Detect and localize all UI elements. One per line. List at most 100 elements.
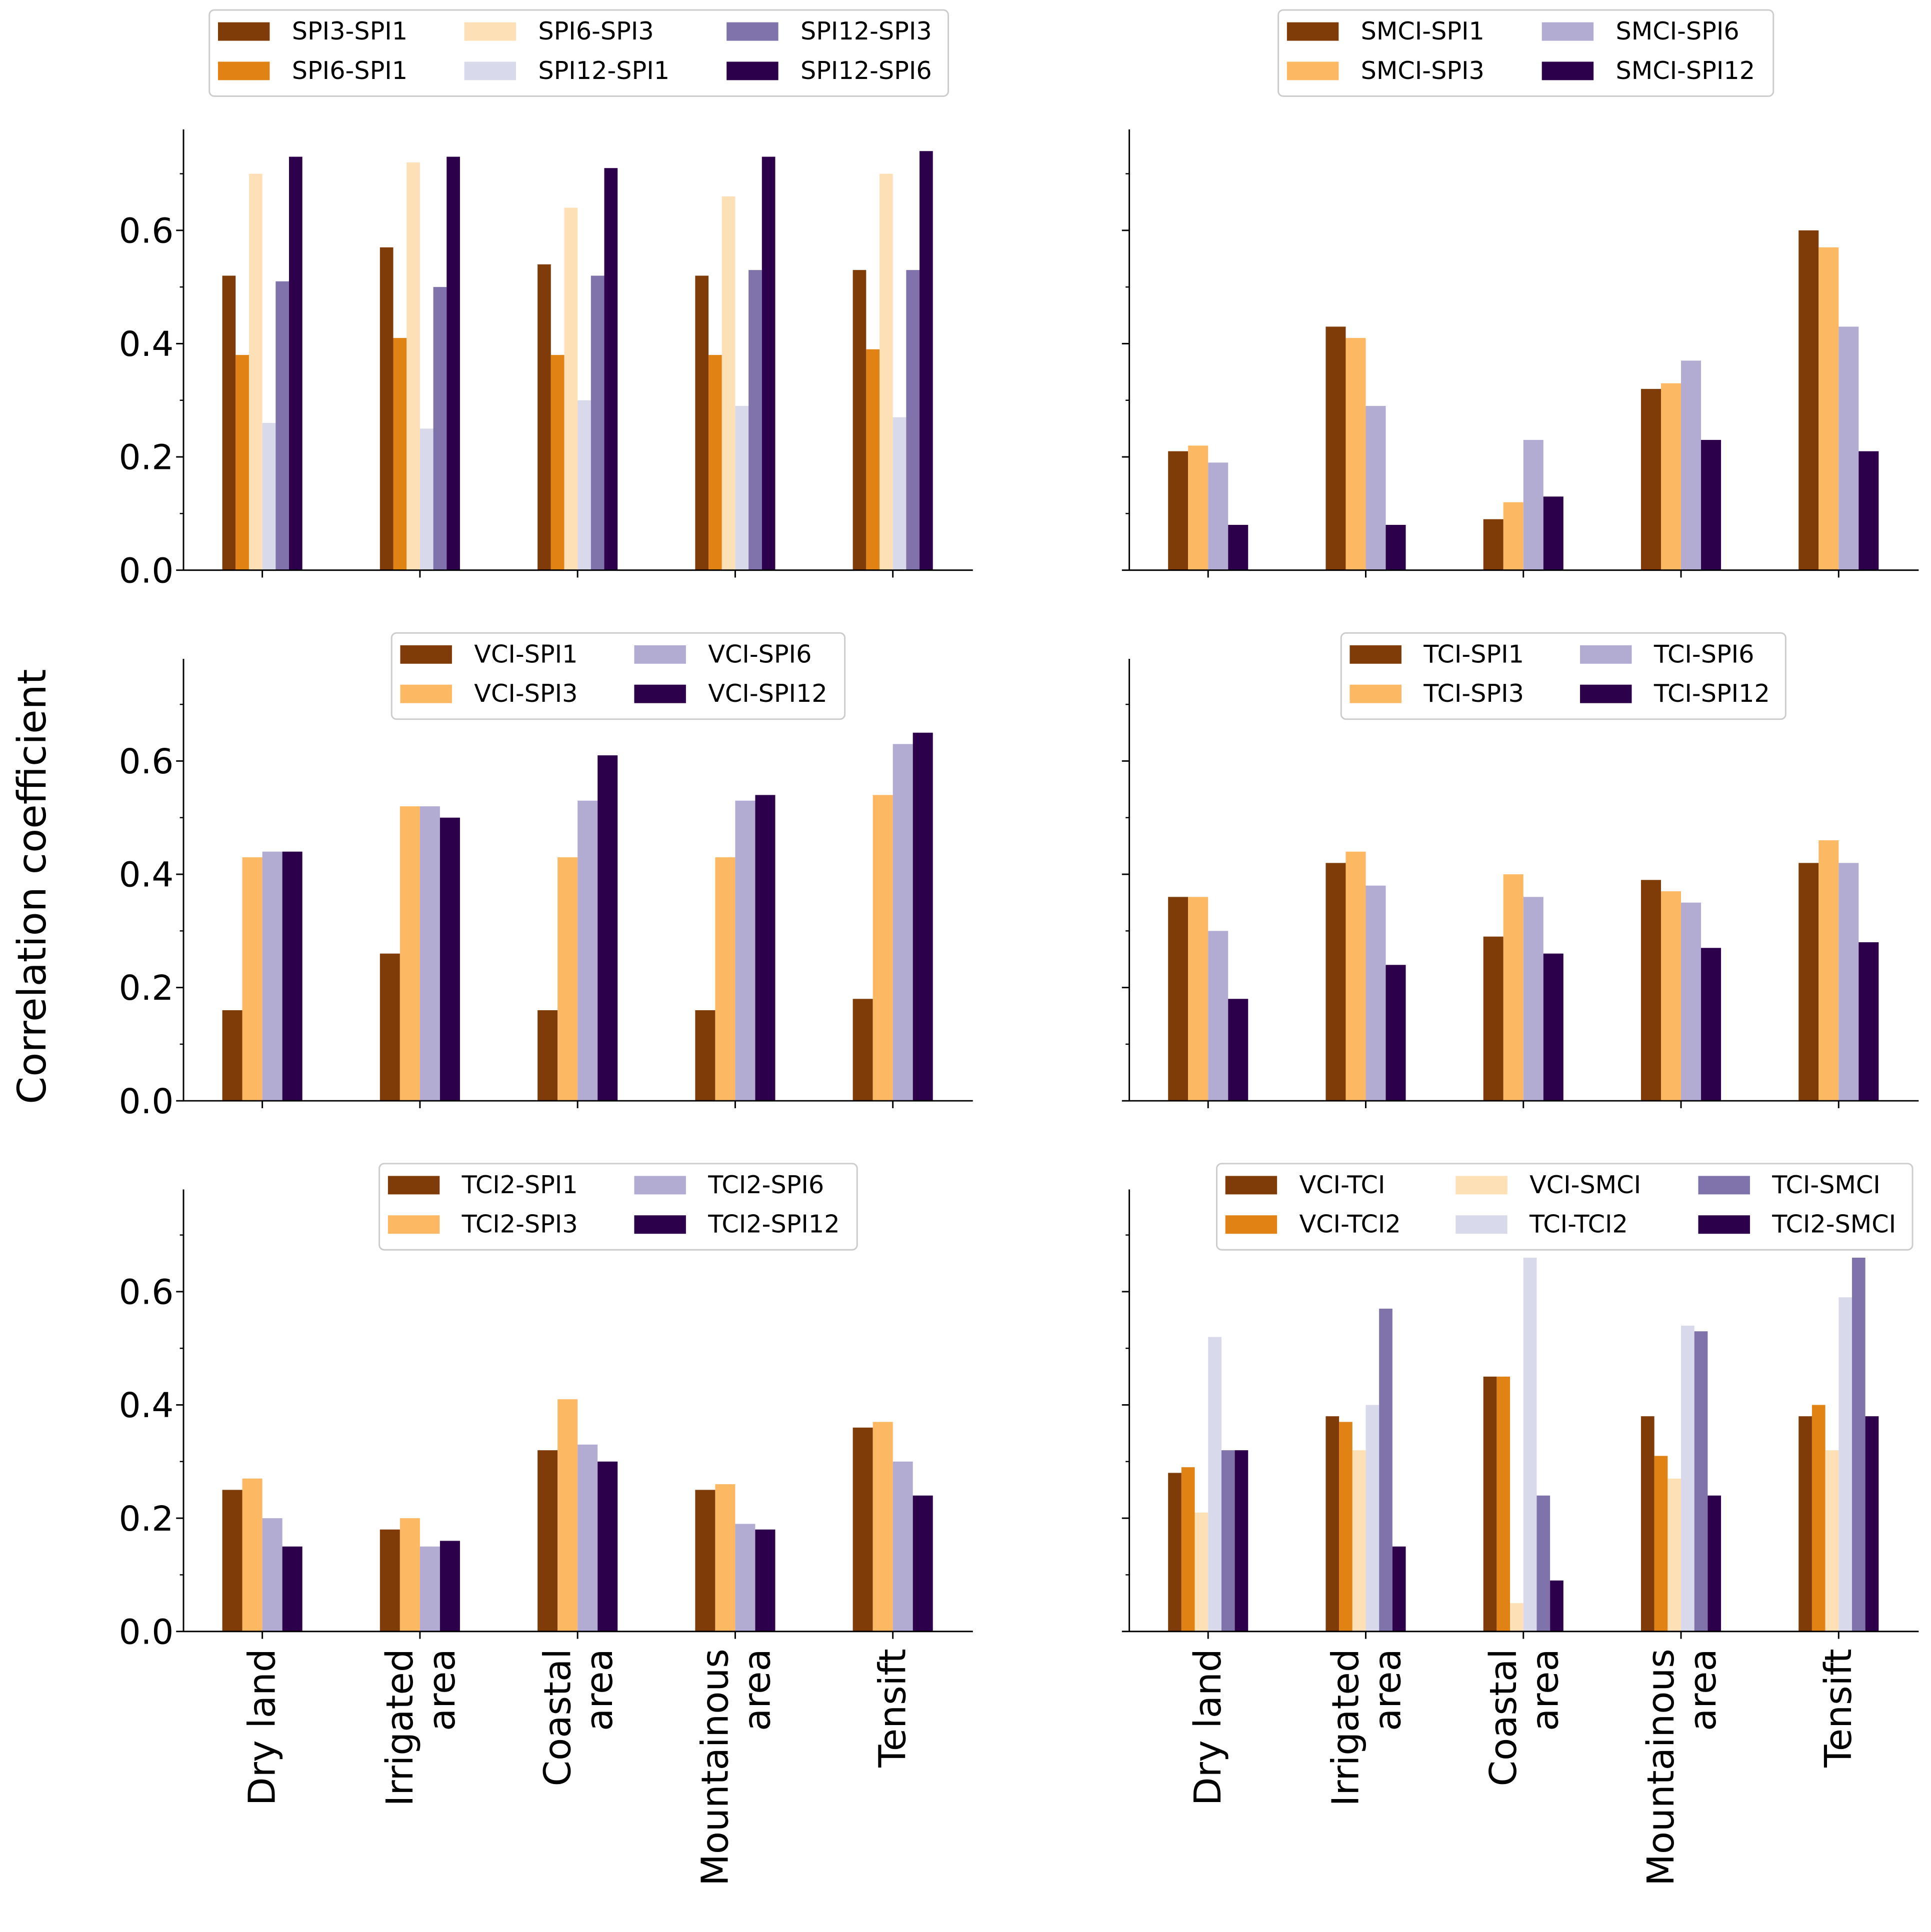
bar-VCI-SPI6-Tensift — [892, 744, 913, 1101]
legend-swatch — [1286, 22, 1339, 41]
bar-SMCI-SPI6-Coastal-area — [1523, 440, 1544, 570]
y-tick-label: 0.2 — [119, 438, 174, 478]
legend-label: TCI-SPI3 — [1423, 679, 1524, 708]
legend-swatch — [464, 61, 516, 80]
bar-TCI2-SPI6-Coastal-area — [578, 1444, 598, 1632]
bar-VCI-SPI3-Mountainous-area — [715, 857, 736, 1101]
bar-VCI-TCI-Coastal-area — [1483, 1376, 1497, 1632]
bar-TCI-SPI6-Irrigated-area — [1366, 885, 1386, 1101]
bar-SMCI-SPI12-Tensift — [1858, 451, 1879, 570]
bar-SPI6-SPI1-Tensift — [866, 349, 880, 570]
x-tick-label-line: area — [1366, 1649, 1409, 1731]
bar-SPI6-SPI1-Coastal-area — [550, 355, 564, 570]
legend-label: VCI-SMCI — [1530, 1170, 1641, 1199]
bar-VCI-SPI1-Dry-land — [222, 1010, 242, 1101]
bar-TCI2-SPI3-Tensift — [872, 1422, 893, 1632]
x-tick-label-line: Irrigated — [1324, 1649, 1368, 1806]
legend-label: SPI12-SPI6 — [800, 56, 932, 85]
x-tick-label-line: Coastal — [536, 1649, 579, 1786]
x-tick-label-line: Coastal — [1482, 1649, 1525, 1786]
bar-SPI12-SPI1-Dry-land — [262, 423, 276, 570]
x-tick-label-line: area — [578, 1649, 621, 1731]
x-tick-label: Tensift — [1817, 1649, 1860, 1768]
bar-SMCI-SPI6-Dry-land — [1208, 462, 1228, 570]
bar-TCI-SMCI-Irrigated-area — [1379, 1308, 1392, 1632]
bar-SPI6-SPI1-Dry-land — [236, 355, 249, 570]
bar-VCI-SMCI-Dry-land — [1194, 1512, 1208, 1632]
bar-SPI12-SPI6-Mountainous-area — [762, 156, 776, 570]
legend-label: TCI2-SPI1 — [462, 1170, 578, 1199]
bar-VCI-TCI2-Tensift — [1812, 1405, 1826, 1632]
bar-SMCI-SPI6-Irrigated-area — [1366, 406, 1386, 570]
y-tick-label: 0.0 — [119, 1082, 174, 1122]
legend-label: SMCI-SPI3 — [1361, 56, 1484, 85]
bar-VCI-SPI3-Tensift — [872, 795, 893, 1101]
bar-TCI-TCI2-Tensift — [1838, 1297, 1852, 1632]
legend-swatch — [726, 22, 778, 41]
x-tick-label: Dry land — [1186, 1649, 1230, 1806]
bar-TCI-SPI6-Mountainous-area — [1681, 902, 1702, 1101]
bar-SPI12-SPI3-Tensift — [906, 270, 920, 570]
bar-VCI-SPI6-Dry-land — [262, 851, 282, 1101]
bar-TCI-SMCI-Dry-land — [1221, 1450, 1235, 1632]
bar-VCI-SMCI-Mountainous-area — [1668, 1478, 1682, 1632]
bar-VCI-SPI6-Coastal-area — [578, 800, 598, 1101]
bar-VCI-SPI6-Mountainous-area — [735, 800, 756, 1101]
bar-SMCI-SPI1-Tensift — [1798, 230, 1819, 570]
legend-swatch — [218, 22, 270, 41]
bar-TCI-SMCI-Tensift — [1852, 1257, 1866, 1632]
y-tick-label: 0.2 — [119, 1499, 174, 1539]
legend-swatch — [726, 61, 778, 80]
bar-VCI-TCI2-Mountainous-area — [1654, 1456, 1668, 1632]
bar-TCI2-SPI12-Tensift — [912, 1495, 933, 1632]
y-tick-label: 0.0 — [119, 1612, 174, 1652]
legend-swatch — [388, 1176, 440, 1195]
bar-TCI2-SPI6-Mountainous-area — [735, 1524, 756, 1632]
panel-3: 0.00.20.40.6VCI-SPI1VCI-SPI3VCI-SPI6VCI-… — [119, 632, 973, 1122]
y-tick-label: 0.4 — [119, 1386, 174, 1426]
y-tick-label: 0.0 — [119, 551, 174, 591]
legend-label: TCI-SPI12 — [1654, 679, 1770, 708]
legend-swatch — [1225, 1176, 1278, 1195]
bar-TCI-TCI2-Mountainous-area — [1681, 1325, 1694, 1632]
panel-2: SMCI-SPI1 SMCI-SPI3 SMCI-SPI6 SMCI-SPI12 — [1122, 9, 1919, 578]
legend: TCI2-SPI1 TCI2-SPI3 TCI2-SPI6 TCI2-SPI12 — [378, 1163, 858, 1251]
legend-label: TCI-TCI2 — [1529, 1210, 1628, 1239]
x-tick-label-line: area — [736, 1649, 778, 1731]
legend-swatch — [1350, 645, 1402, 664]
bar-VCI-SPI12-Coastal-area — [598, 755, 618, 1101]
bar-TCI-SPI12-Coastal-area — [1543, 953, 1564, 1101]
bar-TCI2-SPI3-Coastal-area — [558, 1399, 578, 1632]
panel-5: Dry land Irrigatedarea Coastalarea Mountain… — [119, 1163, 973, 1886]
bar-TCI2-SMCI-Tensift — [1865, 1416, 1879, 1632]
legend-box — [390, 632, 846, 720]
bar-SPI3-SPI1-Irrigated-area — [380, 247, 394, 570]
bar-VCI-TCI-Tensift — [1798, 1416, 1812, 1632]
legend-swatch — [634, 1215, 686, 1234]
bar-SPI6-SPI3-Coastal-area — [564, 207, 578, 570]
bar-VCI-SPI12-Irrigated-area — [440, 817, 460, 1101]
y-tick-label: 0.4 — [119, 324, 174, 364]
x-tick-label-line: Tensift — [1817, 1649, 1860, 1768]
bar-TCI2-SPI6-Tensift — [892, 1461, 913, 1632]
bar-TCI-SPI1-Mountainous-area — [1640, 880, 1661, 1101]
bar-VCI-TCI2-Dry-land — [1181, 1467, 1195, 1632]
bar-SPI6-SPI3-Dry-land — [248, 173, 262, 570]
bar-SPI12-SPI6-Dry-land — [288, 156, 302, 570]
x-tick-label-line: Dry land — [240, 1649, 284, 1806]
bar-VCI-SPI1-Tensift — [852, 999, 873, 1101]
bar-VCI-SPI1-Mountainous-area — [695, 1010, 716, 1101]
bar-VCI-SPI6-Irrigated-area — [420, 806, 440, 1101]
bar-VCI-TCI-Irrigated-area — [1326, 1416, 1340, 1632]
bar-SMCI-SPI1-Mountainous-area — [1640, 389, 1661, 570]
bar-VCI-TCI-Mountainous-area — [1640, 1416, 1654, 1632]
bar-TCI2-SPI1-Dry-land — [222, 1490, 242, 1632]
bar-VCI-SPI3-Dry-land — [242, 857, 262, 1101]
bar-TCI2-SMCI-Coastal-area — [1550, 1580, 1564, 1632]
bar-TCI-TCI2-Dry-land — [1208, 1337, 1222, 1632]
bar-SMCI-SPI3-Irrigated-area — [1346, 338, 1366, 570]
bar-SPI6-SPI3-Tensift — [879, 173, 893, 570]
bar-TCI-SPI12-Tensift — [1858, 942, 1879, 1101]
legend-swatch — [400, 645, 452, 664]
